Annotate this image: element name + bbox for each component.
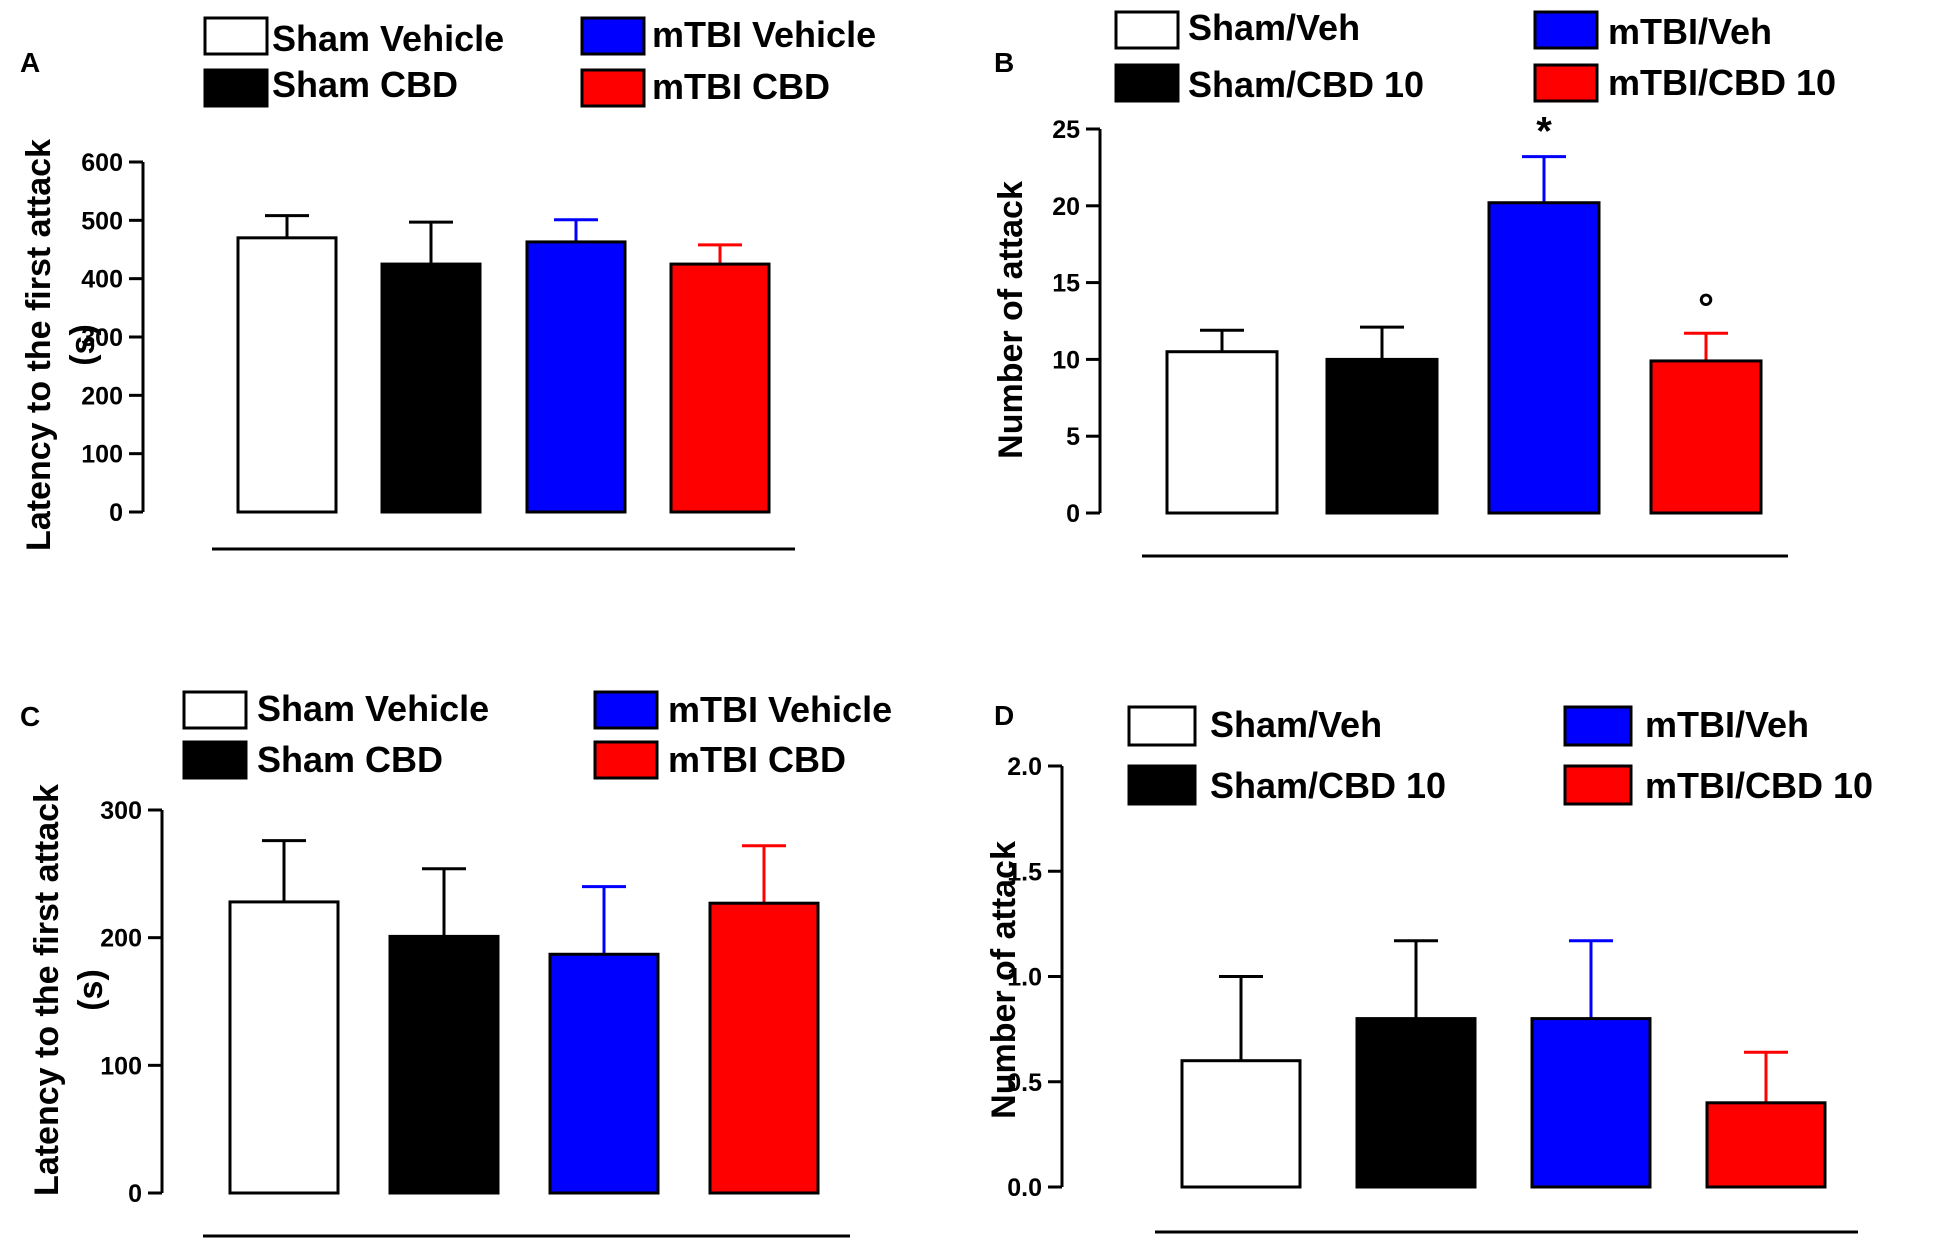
y-tick-label: 25 (1052, 116, 1080, 144)
bar-mtbi-cbd-10 (1649, 359, 1763, 515)
legend-swatch (1533, 10, 1599, 50)
legend-swatch (1114, 10, 1180, 50)
y-tick-label: 10 (1052, 346, 1080, 374)
bar-mtbi-vehicle (525, 240, 627, 514)
legend-swatch (1563, 764, 1633, 806)
legend-swatch (1127, 705, 1197, 747)
y-tick-label: 300 (100, 797, 142, 825)
legend-label: Sham CBD (272, 64, 458, 105)
y-tick-label: 2.0 (1007, 753, 1042, 781)
bar-sham-veh (1165, 350, 1279, 515)
y-axis-label: Number of attack (985, 841, 1023, 1119)
legend-label: Sham/CBD 10 (1210, 765, 1446, 806)
legend-swatch (182, 690, 248, 730)
legend-label: Sham CBD (257, 739, 443, 780)
y-axis-label: Latency to the first attack (s) (20, 139, 102, 551)
y-tick-label: 400 (81, 266, 123, 294)
legend-label: mTBI CBD (652, 66, 830, 107)
y-tick-label: 0 (109, 499, 123, 527)
bar-sham-cbd-10 (1355, 1017, 1477, 1189)
y-tick-label: 20 (1052, 193, 1080, 221)
legend-swatch (593, 690, 659, 730)
bar-sham-cbd (380, 262, 482, 514)
panel-c: C Sham Vehicle Sham CBD mTBI Vehicle mTBI CB… (20, 688, 892, 1238)
legend-label: Sham Vehicle (257, 688, 489, 729)
y-tick-label: 1.0 (1007, 964, 1042, 992)
y-axis-label-line: Latency to the first attack (20, 139, 58, 551)
y-tick-label: 0.0 (1007, 1174, 1042, 1202)
y-tick-label: 600 (81, 149, 123, 177)
y-tick-label: 5 (1066, 423, 1080, 451)
y-tick-label: 100 (100, 1052, 142, 1080)
y-axis-label-line: Number of attack (992, 181, 1030, 459)
y-tick-label: 1.5 (1007, 858, 1042, 886)
legend-label: Sham/Veh (1210, 704, 1382, 745)
legend-label: mTBI Vehicle (652, 14, 876, 55)
y-tick-label: 500 (81, 207, 123, 235)
legend-label: mTBI/CBD 10 (1608, 62, 1836, 103)
y-tick-label: 0 (128, 1180, 142, 1208)
y-tick-label: 200 (100, 925, 142, 953)
panel-letter: A (20, 47, 40, 78)
legend-label: Sham/Veh (1188, 7, 1360, 48)
legend-swatch (1563, 705, 1633, 747)
bar-mtbi-veh (1487, 201, 1601, 515)
y-tick-label: 300 (81, 324, 123, 352)
bar-mtbi-veh (1530, 1017, 1652, 1189)
bar-mtbi-cbd (669, 262, 771, 514)
legend-label: mTBI/Veh (1608, 11, 1772, 52)
y-axis-label-line: Number of attack (985, 841, 1023, 1119)
legend-swatch (182, 740, 248, 780)
y-axis-label: Number of attack (992, 181, 1030, 459)
bar-sham-veh (1180, 1059, 1302, 1189)
legend-swatch (593, 740, 659, 780)
legend-swatch (1533, 63, 1599, 103)
legend-label: mTBI Vehicle (668, 689, 892, 730)
legend-label: mTBI CBD (668, 739, 846, 780)
legend-swatch (1114, 63, 1180, 103)
panel-letter: B (994, 47, 1014, 78)
legend-swatch (1127, 764, 1197, 806)
bar-mtbi-cbd-10 (1705, 1101, 1827, 1189)
bar-sham-vehicle (236, 236, 338, 514)
panel-b: B Sham/Veh Sham/CBD 10 mTBI/Veh mTBI/CBD 10 N… (992, 7, 1836, 558)
panel-a: A Sham Vehicle Sham CBD mTBI Vehicle mTBI CB… (20, 14, 876, 551)
y-tick-label: 0.5 (1007, 1069, 1042, 1097)
bar-sham-cbd (388, 934, 500, 1195)
legend-swatch (203, 68, 269, 108)
legend-swatch (580, 68, 646, 108)
y-tick-label: 200 (81, 382, 123, 410)
legend-swatch (203, 16, 269, 56)
panel-letter: D (994, 700, 1014, 731)
y-tick-label: 15 (1052, 270, 1080, 298)
y-tick-label: 100 (81, 441, 123, 469)
significance-marker: ° (1698, 286, 1714, 330)
bar-sham-vehicle (228, 900, 340, 1195)
legend-label: mTBI/Veh (1645, 704, 1809, 745)
bar-mtbi-vehicle (548, 952, 660, 1195)
bar-sham-cbd-10 (1325, 357, 1439, 515)
bar-mtbi-cbd (708, 901, 820, 1195)
y-axis-label-line: (s) (72, 969, 110, 1011)
y-axis-label-line: Latency to the first attack (28, 784, 66, 1196)
legend-label: mTBI/CBD 10 (1645, 765, 1873, 806)
panel-d: D Sham/Veh Sham/CBD 10 mTBI/Veh mTBI/CBD 10 N… (985, 700, 1873, 1234)
panel-letter: C (20, 701, 40, 732)
y-axis-label: Latency to the first attack (s) (28, 784, 110, 1196)
y-tick-label: 0 (1066, 500, 1080, 528)
significance-marker: * (1536, 110, 1552, 154)
y-axis-label-line: (s) (64, 324, 102, 366)
legend-label: Sham/CBD 10 (1188, 64, 1424, 105)
legend-label: Sham Vehicle (272, 18, 504, 59)
legend-swatch (580, 16, 646, 56)
